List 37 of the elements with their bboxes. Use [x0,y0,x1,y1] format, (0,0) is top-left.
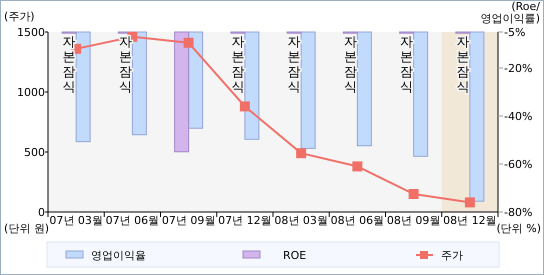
y2-tick-label: -5% [504,26,526,39]
x-tick-label: 08년 06월 [330,214,384,227]
point [296,148,306,158]
x-tick-label: 08년 09월 [386,214,440,227]
y-tick-label: 1500 [17,26,45,39]
point [240,101,250,112]
x-tick-label: 07년 12월 [218,214,272,227]
legend-label: ROE [283,249,306,262]
y2-tick-label: -60% [504,158,532,171]
x-tick-label: 08년 03월 [274,214,328,227]
y-axis-title: (주가) [4,10,35,23]
text: (단위 %) [496,222,541,235]
point [464,197,475,208]
data-label: 자본잠식 [456,35,470,95]
data-label: 자본잠식 [344,35,357,95]
x-tick-label: 08년 12월 [443,214,497,227]
point [408,189,419,199]
y-tick-label: 0 [38,206,45,219]
point [352,161,362,172]
data-label: 자본잠식 [62,35,76,95]
y-tick-label: 1000 [17,86,45,99]
y2-tick-label: -80% [504,206,532,219]
y2-tick-label: -20% [504,62,532,75]
data-label: 자본잠식 [231,35,244,95]
y2-tick-label: -40% [504,110,532,123]
y2-axis-title: (Roe/ 영업이익률) [480,0,540,25]
data-label: 자본잠식 [400,35,414,95]
data-label: 자본잠식 [288,35,301,95]
legend-label: 영업이익율 [91,249,146,262]
x-tick-label: 07년 03월 [49,214,103,227]
legend-label: 주가 [441,249,463,262]
data-label: 자본잠식 [118,35,132,95]
text: (단위 원) [4,222,50,235]
x-tick-label: 07년 06월 [106,214,160,227]
y-tick-label: 500 [24,146,45,159]
x-tick-label: 07년 09월 [162,214,216,227]
point [184,38,194,48]
